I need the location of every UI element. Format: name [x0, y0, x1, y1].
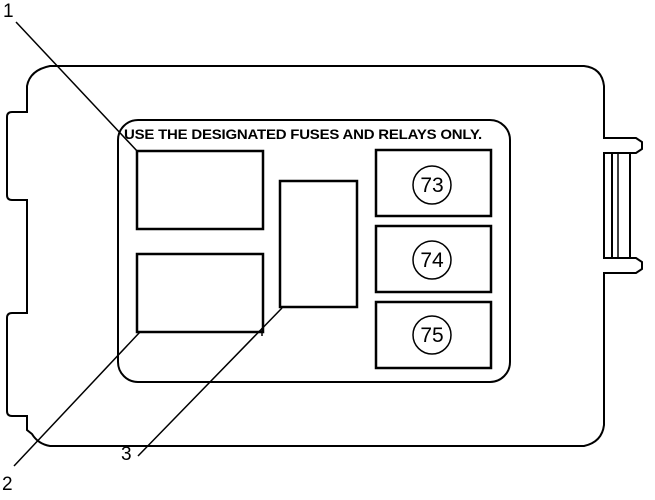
label-plate: [117, 119, 511, 383]
fuse-number-75: 75: [420, 324, 443, 347]
fuse-slot-73: [374, 148, 493, 218]
label-text: USE THE DESIGNATED FUSES AND RELAYS ONLY…: [124, 126, 482, 142]
fuse-slot-75: [374, 300, 493, 370]
callout-3: 3: [121, 444, 132, 465]
fuse-number-circle: [412, 240, 452, 280]
fuse-number-73: 73: [420, 174, 443, 197]
fuse-number-circle: [412, 165, 452, 205]
relay-slot-2: [135, 252, 265, 334]
relay-slot-3: [278, 179, 359, 309]
fuse-number-circle: [412, 315, 452, 355]
callout-2: 2: [2, 474, 13, 495]
leader-line-3: [137, 307, 283, 457]
cover-outline: [6, 65, 643, 447]
fuse-number-74: 74: [420, 249, 444, 272]
callout-1: 1: [3, 1, 14, 22]
fuse-slot-74: [374, 224, 493, 294]
leader-line-2: [13, 331, 141, 467]
leader-line-1: [15, 21, 139, 153]
relay-slot-1: [135, 149, 265, 231]
